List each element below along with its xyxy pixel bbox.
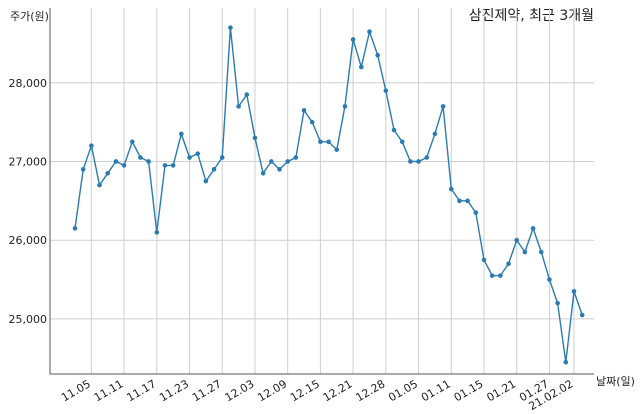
y-tick-label: 26,000 [9,234,48,247]
data-point [80,167,86,172]
data-point [359,64,364,70]
price-series [72,25,585,365]
x-tick-label: 12.21 [321,377,355,404]
x-tick-label: 11.17 [125,377,159,404]
data-point [179,131,184,137]
x-tick-label: 11.05 [59,377,93,404]
data-point [563,359,569,365]
x-tick-label: 12.28 [354,377,388,404]
x-tick-label: 11.27 [190,377,224,404]
data-point [97,182,102,188]
data-point [538,249,544,255]
data-point [129,139,135,145]
data-point [277,167,282,172]
data-point [105,170,111,176]
x-tick-label: 11.11 [92,377,126,404]
data-point [547,277,552,282]
data-point [219,155,225,160]
data-point [154,230,160,235]
x-tick-label: 01.05 [386,377,420,404]
data-point [195,151,200,156]
data-point [481,257,487,263]
data-point [416,159,421,164]
data-point [465,198,470,204]
data-point [301,108,307,113]
data-point [252,135,258,141]
data-point [285,159,290,164]
data-point [399,139,405,145]
data-point [170,163,176,168]
data-point [530,226,536,231]
data-point [555,300,560,306]
data-point [440,104,446,109]
data-point [72,226,78,231]
data-point [309,119,315,125]
axes: 25,00026,00027,00028,00011.0511.1111.171… [9,8,594,413]
y-tick-label: 27,000 [9,155,48,168]
data-point [203,178,209,184]
data-point [121,163,127,168]
data-point [408,159,413,164]
data-point [334,147,340,152]
data-point [383,88,389,93]
data-point [375,52,380,58]
data-point [522,249,528,255]
data-point [489,273,495,278]
chart-title: 삼진제약, 최근 3개월 [469,8,594,24]
data-point [162,163,168,168]
x-tick-label: 12.09 [255,377,289,404]
x-tick-label: 01.11 [419,377,453,404]
data-point [506,261,511,267]
x-tick-label: 12.03 [223,377,257,404]
data-point [579,312,585,318]
data-point [571,289,577,294]
data-point [498,273,503,278]
data-point [228,25,233,30]
data-point [448,186,454,192]
data-point [318,139,323,145]
grid [50,8,594,374]
data-point [326,139,331,145]
series-line [74,27,583,363]
y-tick-label: 28,000 [9,77,48,90]
x-tick-label: 01.21 [484,377,518,404]
x-axis-label: 날짜(일) [596,374,635,388]
data-point [89,143,94,149]
data-point [260,170,266,176]
data-point [236,104,241,109]
data-point [391,127,397,133]
data-point [514,237,520,243]
x-tick-label: 12.15 [288,377,322,404]
data-point [113,159,119,164]
data-point [424,155,430,160]
data-point [211,167,217,172]
data-point [457,198,462,204]
y-axis-label: 주가(원) [10,10,49,23]
data-point [350,37,356,42]
data-point [187,155,192,160]
x-tick-label: 11.23 [157,377,191,404]
data-point [342,104,348,109]
data-point [473,210,479,215]
data-point [432,131,438,137]
data-point [293,155,299,160]
data-point [269,159,274,164]
data-point [367,29,372,34]
x-tick-label: 01.15 [452,377,486,404]
data-point [244,92,250,97]
data-point [138,155,143,160]
y-tick-label: 25,000 [9,313,48,326]
data-point [146,159,151,164]
